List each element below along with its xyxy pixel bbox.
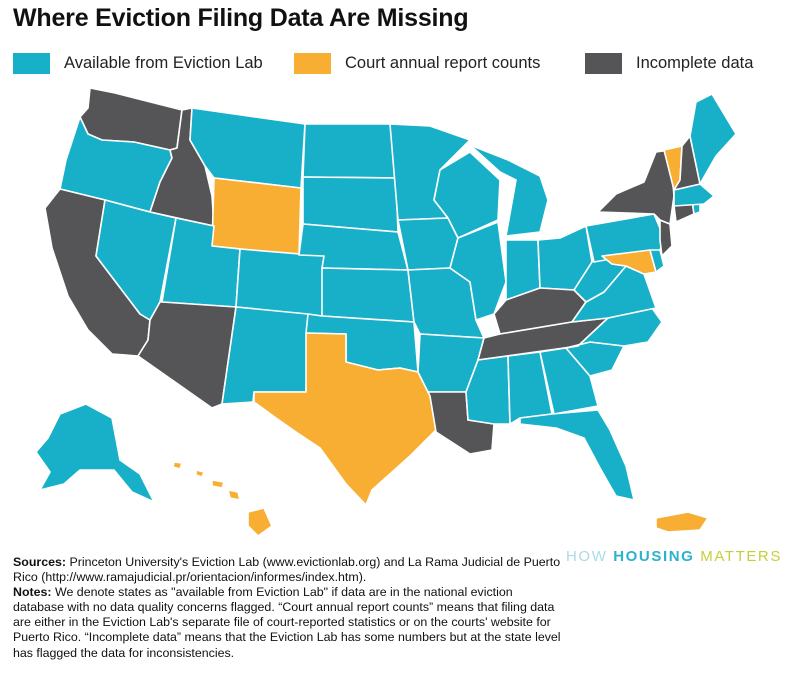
legend-label-incomplete: Incomplete data	[636, 53, 754, 72]
us-state-map	[35, 87, 737, 537]
state-co	[235, 248, 325, 317]
notes-label: Notes:	[13, 585, 52, 600]
state-az	[137, 301, 237, 409]
state-pr	[655, 511, 709, 533]
legend-item-available: Available from Eviction Lab	[13, 52, 263, 74]
sources-text: Princeton University's Eviction Lab (www…	[13, 555, 561, 585]
state-me	[689, 93, 737, 185]
state-ny	[597, 149, 675, 225]
brand-part-matters: MATTERS	[694, 548, 782, 565]
legend-swatch-court	[294, 52, 331, 74]
legend-item-court: Court annual report counts	[294, 52, 540, 74]
state-de	[649, 249, 665, 273]
map-title: Where Eviction Filing Data Are Missing	[13, 4, 469, 32]
brand-part-how: HOW	[566, 548, 614, 565]
legend-swatch-available	[13, 52, 50, 74]
state-tx	[253, 332, 437, 506]
state-nm	[221, 306, 309, 405]
state-wy	[211, 177, 302, 256]
state-hi	[172, 461, 273, 537]
state-mi	[469, 144, 549, 237]
state-wi	[433, 151, 501, 239]
state-ks	[321, 267, 415, 323]
legend-item-incomplete: Incomplete data	[585, 52, 753, 74]
state-nd	[302, 123, 397, 179]
state-ia	[397, 217, 459, 271]
brand-part-housing: HOUSING	[613, 548, 695, 565]
state-nh	[673, 135, 701, 191]
notes-text: We denote states as "available from Evic…	[13, 585, 561, 660]
legend: Available from Eviction Lab Court annual…	[13, 52, 788, 74]
how-housing-matters-logo: HOW HOUSING MATTERS	[566, 548, 782, 565]
sources-and-notes: Sources: Princeton University's Eviction…	[13, 555, 563, 661]
state-ak	[35, 403, 155, 503]
legend-label-available: Available from Eviction Lab	[64, 53, 263, 72]
state-nj	[659, 219, 673, 257]
state-ga	[539, 347, 599, 415]
state-sd	[302, 176, 399, 233]
state-fl	[519, 409, 635, 501]
sources-label: Sources:	[13, 555, 67, 569]
state-il	[449, 221, 507, 321]
legend-swatch-incomplete	[585, 52, 622, 74]
legend-label-court: Court annual report counts	[345, 53, 541, 72]
